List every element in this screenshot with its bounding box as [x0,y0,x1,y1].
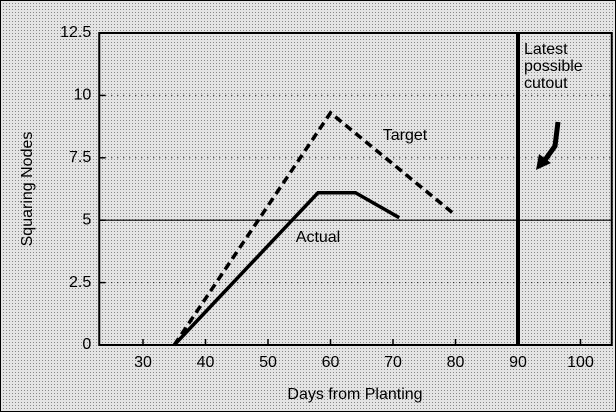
annotation: cutout [524,75,568,92]
plot-frame [98,32,613,346]
x-tick-label: 80 [447,354,465,371]
x-tick-label: 100 [567,354,594,371]
x-tick-label: 70 [384,354,402,371]
y-tick-label: 5 [82,211,91,228]
series-label: Actual [296,229,340,246]
y-tick-label: 0 [82,336,91,353]
y-tick-label: 12.5 [60,24,91,41]
annotation: possible [524,58,583,75]
arrow [542,121,561,162]
series-line [172,190,401,347]
series-line [172,110,457,346]
y-tick-label: 7.5 [69,149,91,166]
y-tick-label: 2.5 [69,274,91,291]
x-tick-label: 30 [134,354,152,371]
y-axis-label: Squaring Nodes [19,132,36,247]
arrow-head [536,154,551,170]
y-tick-label: 10 [73,87,91,104]
x-tick-label: 50 [259,354,277,371]
x-tick-label: 90 [509,354,527,371]
x-tick-label: 60 [322,354,340,371]
x-tick-label: 40 [197,354,215,371]
annotation: Latest [524,41,568,58]
x-axis-label: Days from Planting [287,386,422,403]
series-label: Target [383,127,428,144]
